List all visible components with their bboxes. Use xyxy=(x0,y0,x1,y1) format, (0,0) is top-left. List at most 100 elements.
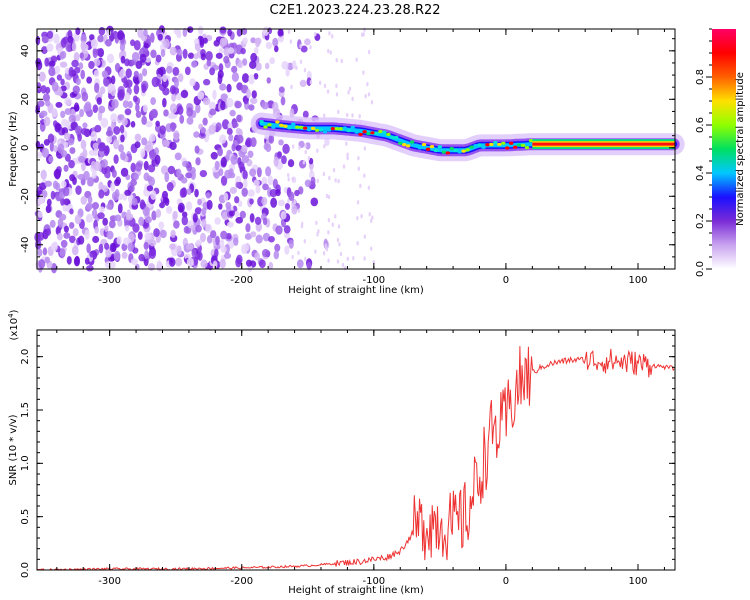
spectrogram-noise-blob xyxy=(236,28,243,37)
spectrogram-ridge-peak xyxy=(501,141,506,145)
spectrogram-noise-blob xyxy=(50,242,58,252)
spectrogram-noise-blob xyxy=(218,47,224,55)
spectrogram-noise-blob xyxy=(87,195,93,204)
spectrogram-ridge-peak xyxy=(453,148,458,153)
spectrogram-noise-blob xyxy=(44,256,51,264)
spectrogram-noise-blob xyxy=(133,70,139,78)
spectrogram-noise-blob xyxy=(135,60,143,70)
spectrogram-noise-blob xyxy=(98,26,106,36)
spectrogram-noise-blob xyxy=(197,198,202,206)
spectrogram-faint-streak xyxy=(343,266,347,271)
spectrogram-faint-streak xyxy=(316,178,320,184)
spectrogram-noise-blob xyxy=(310,197,319,207)
colorbar-tick-label: 0.4 xyxy=(695,165,706,181)
spectrogram-faint-streak xyxy=(356,241,359,246)
spectrogram-noise-blob xyxy=(73,51,80,63)
spectrogram-faint-streak xyxy=(325,247,329,252)
spectrogram-noise-blob xyxy=(80,34,87,44)
spectrogram-noise-blob xyxy=(86,178,94,187)
spectrogram-noise-blob xyxy=(99,206,105,213)
spectrogram-noise-blob xyxy=(205,223,213,234)
spectrogram-noise-blob xyxy=(193,256,199,266)
spectrogram-noise-blob xyxy=(243,178,248,189)
spectrogram-ridge-peak xyxy=(509,141,514,145)
spectrogram-ridge-peak xyxy=(516,143,522,147)
spectrogram-y-tick-label: 40 xyxy=(20,44,31,57)
spectrogram-noise-blob xyxy=(41,147,50,158)
spectrogram-noise-blob xyxy=(228,168,234,176)
spectrogram-faint-streak xyxy=(332,167,336,173)
spectrogram-noise-blob xyxy=(186,116,194,125)
spectrogram-x-tick-label: 100 xyxy=(628,275,647,286)
spectrogram-noise-blob xyxy=(226,128,233,136)
spectrogram-noise-blob xyxy=(69,235,76,244)
snr-y-tick-label: 0.0 xyxy=(20,562,31,578)
spectrogram-faint-streak xyxy=(302,160,306,165)
spectrogram-faint-streak xyxy=(337,224,341,229)
spectrogram-noise-blob xyxy=(185,172,193,179)
spectrogram-faint-streak xyxy=(322,171,326,177)
spectrogram-ridge-peak xyxy=(338,127,344,131)
spectrogram-noise-blob xyxy=(173,130,180,141)
spectrogram-noise-blob xyxy=(234,196,240,204)
spectrogram-noise-blob xyxy=(202,97,211,106)
spectrogram-faint-streak xyxy=(346,155,349,161)
spectrogram-faint-streak xyxy=(299,59,303,64)
spectrogram-y-label: Frequency (Hz) xyxy=(8,111,19,187)
spectrogram-noise-blob xyxy=(186,257,194,268)
spectrogram-noise-blob xyxy=(268,134,275,144)
spectrogram-noise-blob xyxy=(206,199,213,210)
spectrogram-faint-streak xyxy=(323,143,326,149)
spectrogram-noise-blob xyxy=(284,245,290,255)
spectrogram-noise-blob xyxy=(130,258,139,265)
spectrogram-faint-streak xyxy=(304,149,307,155)
spectrogram-noise-blob xyxy=(55,101,63,108)
spectrogram-faint-streak xyxy=(295,65,298,71)
spectrogram-noise-blob xyxy=(218,63,224,73)
spectrogram-noise-blob xyxy=(170,229,176,238)
spectrogram-noise-blob xyxy=(63,141,69,149)
spectrogram-noise-blob xyxy=(237,59,243,68)
spectrogram-faint-streak xyxy=(335,58,338,63)
spectrogram-ridge-peak xyxy=(259,120,264,124)
spectrogram-ridge-peak xyxy=(524,145,530,150)
spectrogram-noise-blob xyxy=(91,201,100,210)
spectrogram-noise-blob xyxy=(53,145,58,153)
spectrogram-faint-streak xyxy=(334,178,337,183)
spectrogram-noise-blob xyxy=(235,127,242,135)
spectrogram-faint-streak xyxy=(314,249,317,254)
spectrogram-noise-blob xyxy=(45,205,52,214)
spectrogram-noise-blob xyxy=(249,168,257,177)
spectrogram-noise-blob xyxy=(200,127,207,134)
spectrogram-noise-blob xyxy=(99,86,106,95)
spectrogram-ridge xyxy=(250,112,685,162)
snr-x-tick-label: -200 xyxy=(230,576,253,587)
spectrogram-x-tick-label: 0 xyxy=(503,275,509,286)
spectrogram-noise-blob xyxy=(172,66,180,76)
spectrogram-noise-blob xyxy=(159,229,167,239)
spectrogram-noise-blob xyxy=(167,112,176,120)
spectrogram-faint-streak xyxy=(327,258,330,263)
spectrogram-noise-blob xyxy=(140,148,146,158)
spectrogram-noise-blob xyxy=(117,203,123,214)
spectrogram-noise-blob xyxy=(236,114,242,123)
spectrogram-frame xyxy=(36,28,676,270)
spectrogram-y-tick-label: 0 xyxy=(20,145,31,151)
spectrogram-noise-blob xyxy=(148,263,155,271)
spectrogram-noise-blob xyxy=(114,62,121,73)
spectrogram-noise-blob xyxy=(161,190,169,200)
spectrogram-faint-streak xyxy=(297,250,300,256)
spectrogram-noise-blob xyxy=(148,248,157,260)
spectrogram-ridge-peak xyxy=(449,147,454,151)
spectrogram-noise-blob xyxy=(37,248,43,257)
spectrogram-noise-blob xyxy=(78,62,84,70)
spectrogram-noise-blob xyxy=(241,155,250,164)
spectrogram-noise-blob xyxy=(125,213,134,221)
spectrogram-noise-blob xyxy=(269,57,275,65)
spectrogram-ridge-peak xyxy=(302,126,308,130)
spectrogram-noise-blob xyxy=(91,169,97,179)
spectrogram-noise-blob xyxy=(74,104,80,112)
spectrogram-noise-blob xyxy=(59,213,67,221)
spectrogram-noise-blob xyxy=(50,190,56,200)
spectrogram-noise-blob xyxy=(220,100,226,111)
